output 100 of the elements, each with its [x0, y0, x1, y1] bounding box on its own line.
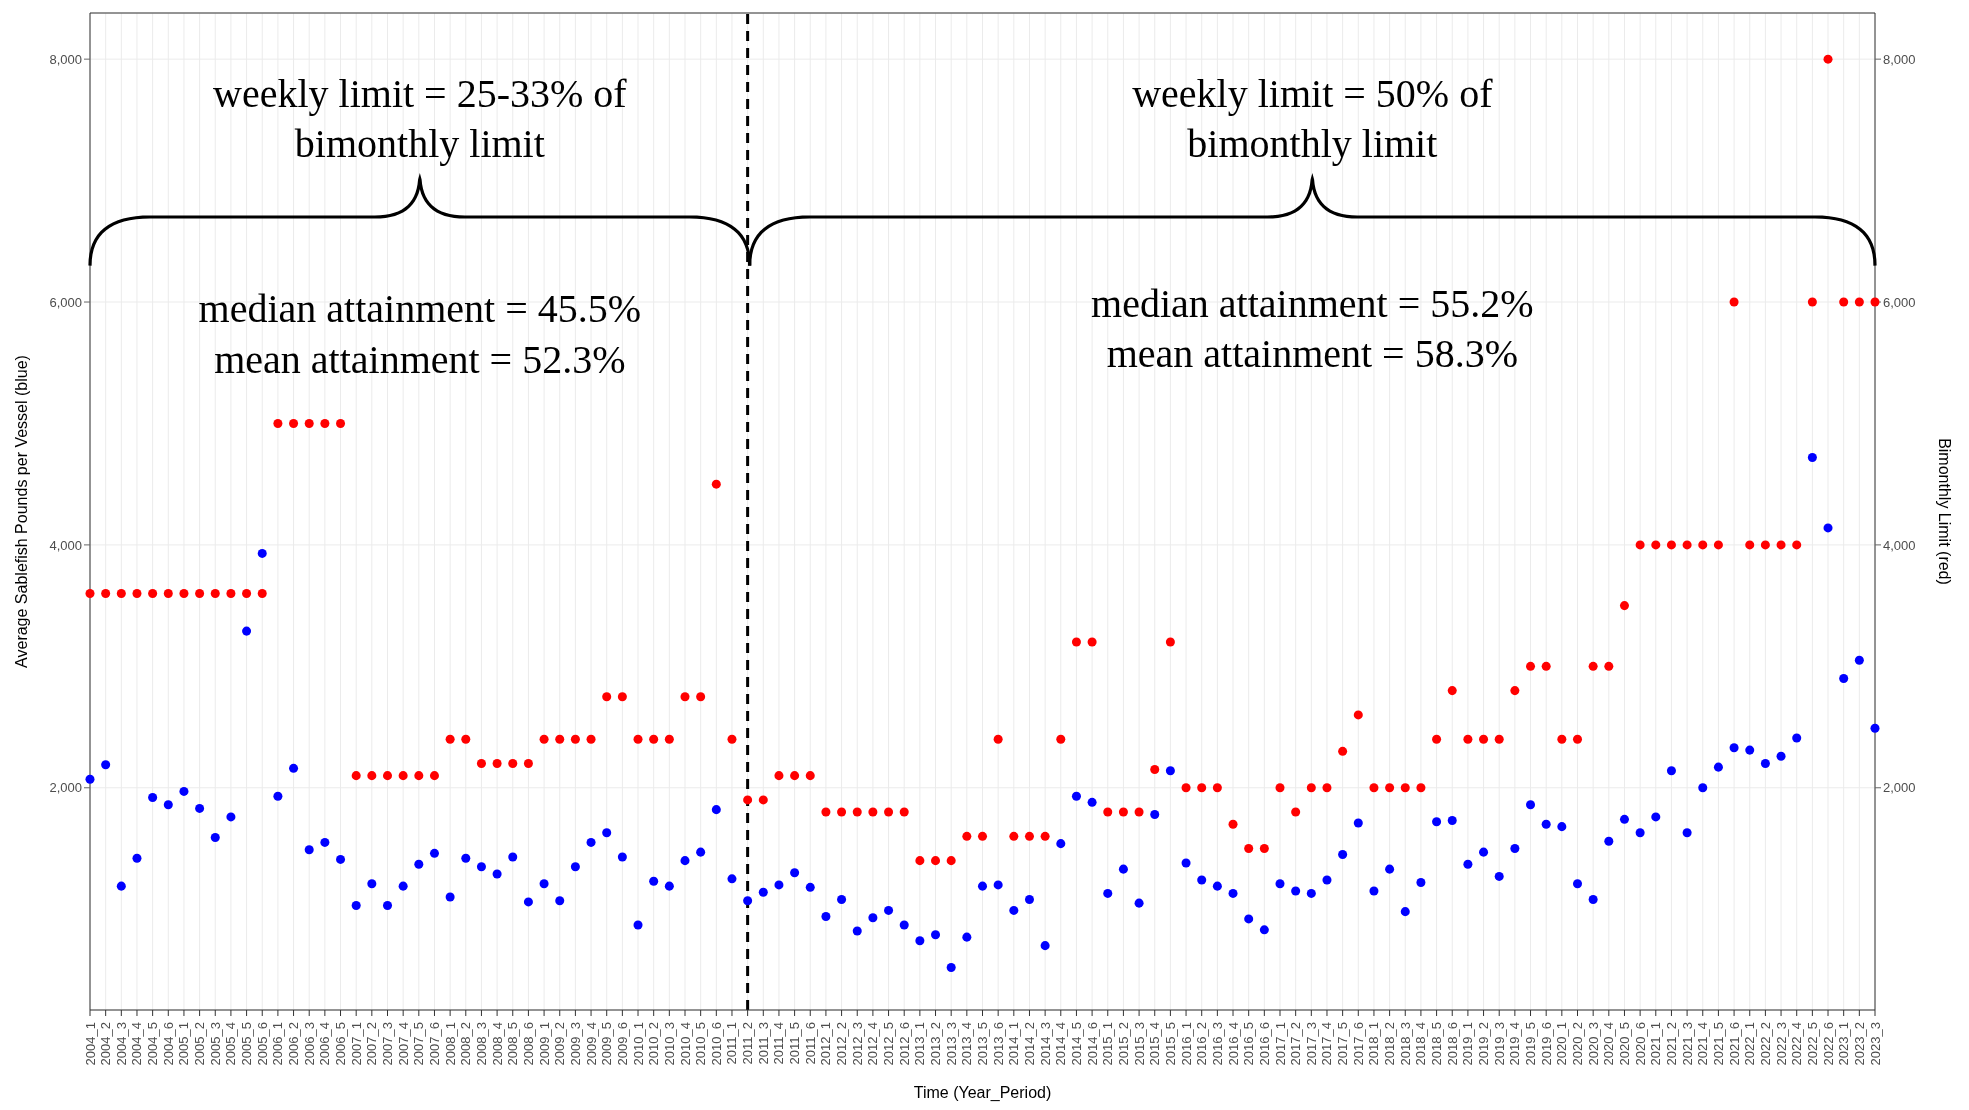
- x-tick-label: 2006_1: [270, 1022, 286, 1066]
- x-tick-label: 2012_5: [881, 1022, 897, 1066]
- x-tick-label: 2021_4: [1695, 1022, 1711, 1066]
- x-tick-label: 2010_5: [693, 1022, 709, 1066]
- x-tick-label: 2013_5: [975, 1022, 990, 1066]
- x-tick-label: 2017_5: [1335, 1022, 1351, 1066]
- x-tick-label: 2004_3: [113, 1022, 129, 1066]
- x-tick-label: 2006_2: [286, 1022, 302, 1066]
- x-tick-label: 2018_2: [1382, 1022, 1398, 1066]
- x-tick-label: 2019_6: [1538, 1022, 1554, 1066]
- x-tick-label: 2007_6: [426, 1022, 442, 1066]
- x-tick-label: 2010_2: [646, 1022, 662, 1066]
- x-tick-label: 2005_1: [176, 1022, 192, 1066]
- annotation: median attainment = 55.2%: [1091, 280, 1534, 326]
- x-tick-label: 2004_4: [129, 1022, 145, 1066]
- x-tick-label: 2012_2: [834, 1022, 850, 1066]
- x-tick-label: 2020_4: [1601, 1022, 1617, 1066]
- x-tick-label: 2023_1: [1836, 1022, 1852, 1066]
- x-tick-label: 2013_3: [943, 1022, 959, 1066]
- x-tick-label: 2008_6: [520, 1022, 536, 1066]
- x-tick-label: 2011_3: [755, 1022, 771, 1065]
- annotation: median attainment = 45.5%: [198, 285, 642, 331]
- x-tick-label: 2019_1: [1460, 1022, 1476, 1066]
- x-tick-label: 2018_1: [1366, 1022, 1382, 1066]
- x-tick-label: 2016_6: [1256, 1022, 1272, 1066]
- x-tick-label: 2004_2: [98, 1022, 114, 1066]
- x-tick-label: 2007_3: [380, 1022, 395, 1066]
- y2-tick-label: 4,000: [1883, 537, 1916, 553]
- x-tick-label: 2011_1: [724, 1022, 740, 1065]
- x-tick-label: 2004_1: [82, 1022, 98, 1066]
- x-tick-label: 2004_5: [145, 1022, 161, 1066]
- x-axis-title: Time (Year_Period): [913, 1084, 1052, 1102]
- x-tick-label: 2020_1: [1554, 1022, 1570, 1066]
- x-tick-label: 2018_5: [1429, 1022, 1445, 1066]
- x-tick-label: 2014_3: [1037, 1022, 1053, 1066]
- x-tick-label: 2009_3: [567, 1022, 583, 1066]
- x-tick-label: 2005_3: [207, 1022, 223, 1066]
- x-tick-label: 2016_5: [1241, 1022, 1257, 1066]
- x-tick-label: 2011_2: [740, 1022, 756, 1065]
- x-tick-label: 2007_4: [395, 1022, 411, 1066]
- x-tick-label: 2010_4: [677, 1022, 693, 1066]
- x-tick-label: 2014_2: [1021, 1022, 1037, 1066]
- annotation: weekly limit = 50% of bimonthly limit: [1132, 70, 1494, 166]
- x-tick-label: 2006_3: [301, 1022, 317, 1066]
- x-tick-label: 2013_6: [990, 1022, 1006, 1066]
- x-tick-label: 2006_4: [317, 1022, 333, 1066]
- x-tick-label: 2014_5: [1068, 1022, 1084, 1066]
- x-tick-label: 2011_6: [802, 1022, 818, 1065]
- y2-tick-label: 8,000: [1883, 51, 1916, 67]
- annotation: mean attainment = 58.3%: [1106, 330, 1518, 376]
- x-tick-label: 2015_1: [1100, 1022, 1116, 1066]
- x-tick-label: 2010_1: [630, 1022, 646, 1066]
- x-tick-label: 2014_1: [1006, 1022, 1022, 1066]
- x-tick-label: 2005_6: [254, 1022, 270, 1066]
- x-tick-label: 2007_5: [411, 1022, 427, 1066]
- x-tick-label: 2022_5: [1804, 1022, 1820, 1066]
- annotation: mean attainment = 52.3%: [214, 336, 626, 382]
- x-tick-label: 2020_5: [1616, 1022, 1632, 1066]
- x-tick-label: 2018_4: [1413, 1022, 1429, 1066]
- x-tick-label: 2013_1: [912, 1022, 928, 1066]
- x-tick-label: 2007_1: [348, 1022, 364, 1066]
- x-tick-label: 2012_6: [896, 1022, 912, 1066]
- x-tick-label: 2016_1: [1178, 1022, 1194, 1066]
- y2-tick-label: 6,000: [1883, 294, 1916, 310]
- x-tick-label: 2019_5: [1523, 1022, 1539, 1066]
- x-tick-label: 2012_3: [849, 1022, 865, 1066]
- x-tick-label: 2008_3: [473, 1022, 489, 1066]
- y-tick-label: 2,000: [49, 780, 82, 796]
- x-tick-label: 2015_4: [1147, 1022, 1163, 1066]
- y-tick-label: 8,000: [49, 51, 82, 67]
- x-tick-label: 2005_4: [223, 1022, 239, 1066]
- x-tick-label: 2014_4: [1053, 1022, 1069, 1066]
- x-tick-label: 2022_2: [1757, 1022, 1773, 1066]
- x-tick-label: 2015_2: [1115, 1022, 1131, 1066]
- x-tick-label: 2007_2: [364, 1022, 380, 1066]
- x-tick-label: 2022_1: [1742, 1022, 1758, 1066]
- x-tick-label: 2020_2: [1570, 1022, 1585, 1066]
- x-tick-label: 2021_6: [1726, 1022, 1742, 1066]
- x-tick-label: 2009_2: [552, 1022, 568, 1066]
- x-tick-label: 2015_3: [1131, 1022, 1147, 1066]
- x-tick-label: 2008_2: [458, 1022, 474, 1066]
- x-tick-label: 2013_2: [928, 1022, 944, 1066]
- y-tick-label: 6,000: [49, 294, 82, 310]
- x-tick-label: 2010_6: [708, 1022, 724, 1066]
- x-tick-label: 2012_1: [818, 1022, 834, 1066]
- y-axis-title: Average Sablefish Pounds per Vessel (blue): [12, 355, 30, 668]
- x-tick-label: 2008_5: [505, 1022, 521, 1066]
- x-tick-label: 2022_3: [1773, 1022, 1789, 1066]
- x-tick-label: 2017_4: [1319, 1022, 1335, 1066]
- x-tick-label: 2012_4: [865, 1022, 881, 1066]
- x-tick-label: 2017_1: [1272, 1022, 1288, 1066]
- x-tick-label: 2005_2: [192, 1022, 208, 1066]
- x-tick-label: 2018_3: [1397, 1022, 1413, 1066]
- x-tick-label: 2016_3: [1209, 1022, 1225, 1066]
- x-tick-label: 2009_6: [614, 1022, 630, 1066]
- x-tick-label: 2017_3: [1303, 1022, 1319, 1066]
- x-tick-label: 2019_3: [1491, 1022, 1507, 1066]
- x-tick-label: 2008_4: [489, 1022, 505, 1066]
- x-tick-label: 2021_5: [1710, 1022, 1726, 1066]
- y2-tick-label: 2,000: [1883, 780, 1916, 796]
